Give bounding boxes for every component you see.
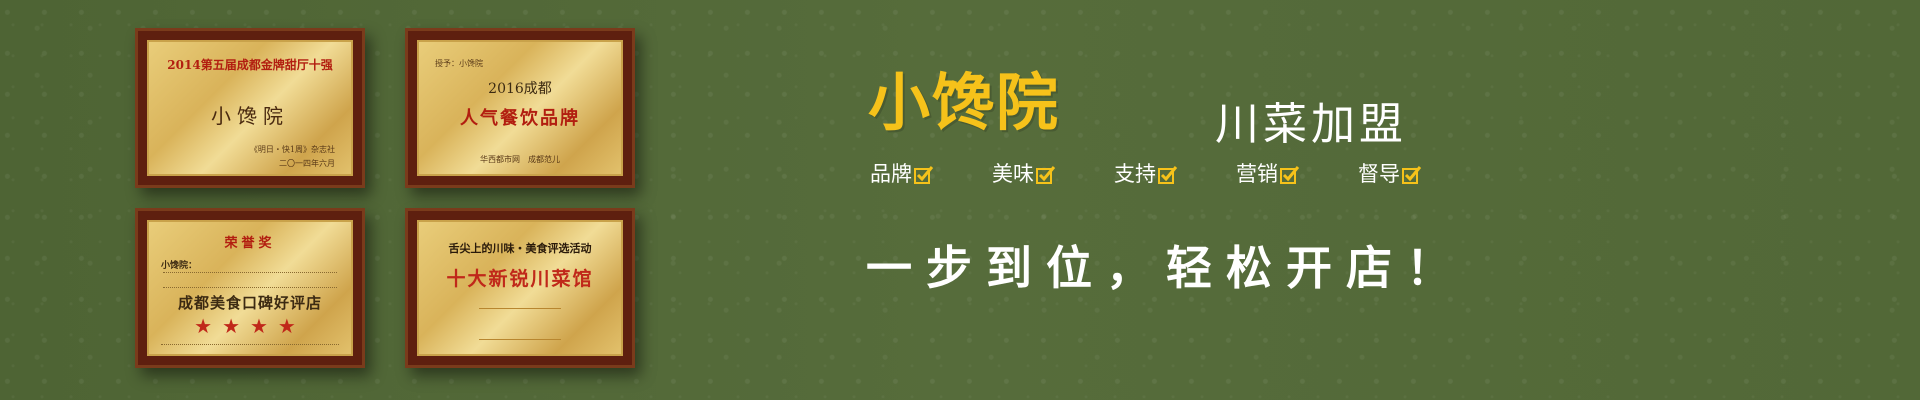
plaque-award: 成都美食口碑好评店 [177, 294, 322, 312]
feature-tag-label: 营销 [1236, 162, 1278, 186]
checkbox-checked-icon [1036, 165, 1056, 184]
checkbox-checked-icon [1280, 165, 1300, 184]
feature-tag-label: 品牌 [870, 162, 912, 186]
award-plaque-honor: 荣誉奖 小馋院： 成都美食口碑好评店 ★★★★ [135, 208, 365, 368]
feature-tag: 品牌 [870, 158, 934, 188]
plaque-title: 人气餐饮品牌 [460, 108, 580, 129]
plaque-footer-lines [161, 344, 339, 353]
plaque-subtitle: 舌尖上的川味・美食评选活动 [448, 242, 592, 255]
checkbox-checked-icon [1402, 165, 1422, 184]
plaque-recipient: 授予：小馋院 [435, 59, 483, 68]
brand-logo-text: 小馋院 [868, 66, 1061, 139]
feature-tag: 营销 [1236, 158, 1300, 188]
plaque-year: 2016成都 [488, 81, 552, 97]
feature-tag: 美味 [992, 158, 1056, 188]
plaque-plate: 舌尖上的川味・美食评选活动 十大新锐川菜馆 [417, 220, 623, 356]
slogan: 一步到位，轻松开店！ [866, 241, 1466, 295]
plaque-name: 小馋院 [211, 104, 289, 128]
plaque-plate: 荣誉奖 小馋院： 成都美食口碑好评店 ★★★★ [147, 220, 353, 356]
plaque-title: 荣誉奖 [224, 236, 276, 251]
plaque-recipient: 小馋院： [161, 261, 198, 271]
plaque-plate: 2014第五届成都金牌甜厅十强 小馋院 《明日・快1周》杂志社 二〇一四年六月 [147, 40, 353, 176]
plaque-issuer: 《明日・快1周》杂志社 [249, 145, 335, 154]
headline: 川菜加盟 [1215, 99, 1407, 150]
checkbox-checked-icon [914, 165, 934, 184]
feature-tag-label: 美味 [992, 162, 1034, 186]
plaque-issuer: 华西都市网 成都范儿 [480, 155, 560, 164]
plaque-sponsor-lines [479, 308, 561, 340]
award-plaque-gold-medal: 2014第五届成都金牌甜厅十强 小馋院 《明日・快1周》杂志社 二〇一四年六月 [135, 28, 365, 188]
plaque-body-lines [163, 272, 337, 288]
plaque-title: 2014第五届成都金牌甜厅十强 [167, 58, 333, 72]
award-plaque-popular-brand: 授予：小馋院 2016成都 人气餐饮品牌 华西都市网 成都范儿 [405, 28, 635, 188]
plaque-stars: ★★★★ [194, 314, 306, 338]
plaque-title: 十大新锐川菜馆 [446, 268, 594, 290]
feature-tag-label: 督导 [1358, 162, 1400, 186]
feature-tag-label: 支持 [1114, 162, 1156, 186]
checkbox-checked-icon [1158, 165, 1178, 184]
plaque-date: 二〇一四年六月 [279, 159, 335, 168]
award-plaque-sichuan-restaurant: 舌尖上的川味・美食评选活动 十大新锐川菜馆 [405, 208, 635, 368]
feature-tag: 支持 [1114, 158, 1178, 188]
plaque-plate: 授予：小馋院 2016成都 人气餐饮品牌 华西都市网 成都范儿 [417, 40, 623, 176]
feature-tag: 督导 [1358, 158, 1422, 188]
